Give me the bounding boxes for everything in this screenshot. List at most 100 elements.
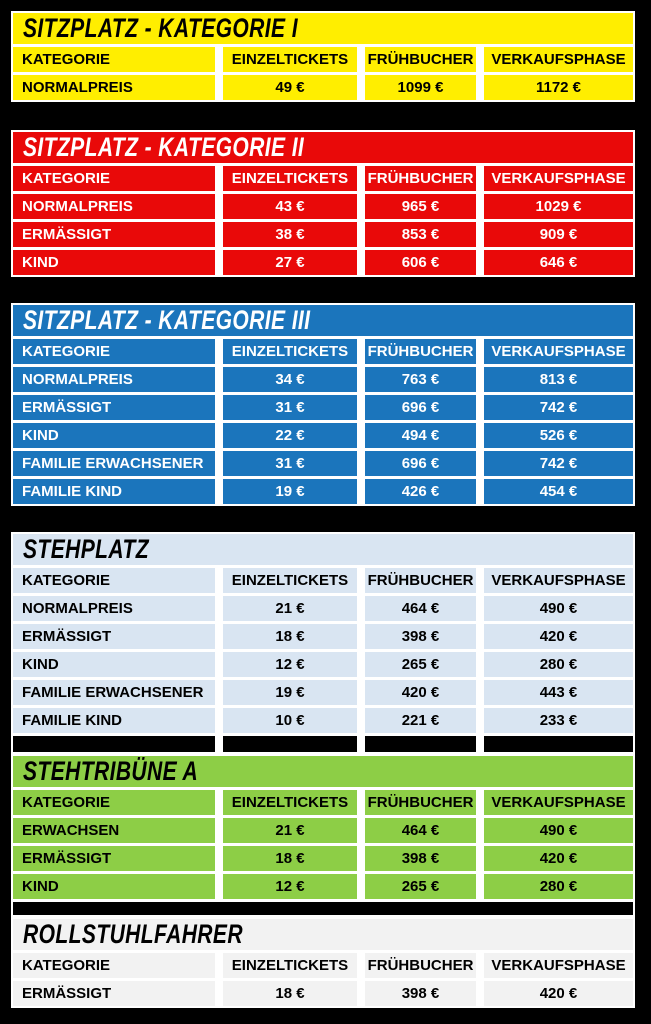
- row-label: KIND: [13, 874, 215, 899]
- row-label: ERMÄSSIGT: [13, 624, 215, 649]
- column-header-verkaufsphase: VERKAUFSPHASE: [484, 47, 633, 72]
- column-header-verkaufsphase: VERKAUFSPHASE: [484, 568, 633, 593]
- separator-band: [11, 277, 635, 303]
- column-header-einzeltickets: EINZELTICKETS: [223, 166, 357, 191]
- row-label: FAMILIE KIND: [13, 708, 215, 733]
- price-value: 464 €: [365, 596, 476, 621]
- section-title: SITZPLATZ - KATEGORIE III: [13, 305, 633, 336]
- price-value: 398 €: [365, 624, 476, 649]
- column-header-einzeltickets: EINZELTICKETS: [223, 953, 357, 978]
- price-value: 696 €: [365, 395, 476, 420]
- price-value: 10 €: [223, 708, 357, 733]
- row-label: ERMÄSSIGT: [13, 222, 215, 247]
- price-value: 34 €: [223, 367, 357, 392]
- column-header-kategorie: KATEGORIE: [13, 568, 215, 593]
- price-table-sitzplatz-kategorie-2: SITZPLATZ - KATEGORIE II KATEGORIE EINZE…: [11, 130, 635, 277]
- price-value: 526 €: [484, 423, 633, 448]
- price-value: 27 €: [223, 250, 357, 275]
- price-value: 265 €: [365, 874, 476, 899]
- price-value: 12 €: [223, 874, 357, 899]
- section-title: STEHTRIBÜNE A: [13, 756, 633, 787]
- price-value: 965 €: [365, 194, 476, 219]
- price-value: 43 €: [223, 194, 357, 219]
- price-value: 21 €: [223, 818, 357, 843]
- price-value: 763 €: [365, 367, 476, 392]
- row-label: FAMILIE ERWACHSENER: [13, 451, 215, 476]
- price-value: 420 €: [484, 846, 633, 871]
- price-table-rollstuhlfahrer: ROLLSTUHLFAHRER KATEGORIE EINZELTICKETS …: [11, 917, 635, 1008]
- row-label: KIND: [13, 423, 215, 448]
- price-value: 420 €: [484, 624, 633, 649]
- price-table-stehtribuene-a: STEHTRIBÜNE A KATEGORIE EINZELTICKETS FR…: [11, 754, 635, 917]
- price-value: 233 €: [484, 708, 633, 733]
- row-label: ERMÄSSIGT: [13, 395, 215, 420]
- price-value: 742 €: [484, 451, 633, 476]
- price-value: 426 €: [365, 479, 476, 504]
- price-value: 490 €: [484, 818, 633, 843]
- column-header-fruehbucher: FRÜHBUCHER: [365, 166, 476, 191]
- price-value: 18 €: [223, 981, 357, 1006]
- separator-cell: [484, 736, 633, 752]
- section-title: SITZPLATZ - KATEGORIE II: [13, 132, 633, 163]
- price-value: 1029 €: [484, 194, 633, 219]
- price-value: 18 €: [223, 846, 357, 871]
- column-header-einzeltickets: EINZELTICKETS: [223, 339, 357, 364]
- section-title: STEHPLATZ: [13, 534, 633, 565]
- price-table-sitzplatz-kategorie-1: SITZPLATZ - KATEGORIE I KATEGORIE EINZEL…: [11, 11, 635, 102]
- price-value: 454 €: [484, 479, 633, 504]
- column-header-kategorie: KATEGORIE: [13, 790, 215, 815]
- price-value: 221 €: [365, 708, 476, 733]
- price-value: 494 €: [365, 423, 476, 448]
- column-header-kategorie: KATEGORIE: [13, 339, 215, 364]
- column-header-fruehbucher: FRÜHBUCHER: [365, 339, 476, 364]
- row-label: NORMALPREIS: [13, 194, 215, 219]
- row-label: KIND: [13, 250, 215, 275]
- row-label: ERWACHSEN: [13, 818, 215, 843]
- price-value: 19 €: [223, 680, 357, 705]
- price-value: 696 €: [365, 451, 476, 476]
- column-header-kategorie: KATEGORIE: [13, 166, 215, 191]
- price-value: 606 €: [365, 250, 476, 275]
- price-value: 1099 €: [365, 75, 476, 100]
- price-value: 464 €: [365, 818, 476, 843]
- price-value: 21 €: [223, 596, 357, 621]
- price-value: 813 €: [484, 367, 633, 392]
- column-header-kategorie: KATEGORIE: [13, 953, 215, 978]
- column-header-einzeltickets: EINZELTICKETS: [223, 790, 357, 815]
- price-value: 398 €: [365, 981, 476, 1006]
- price-value: 1172 €: [484, 75, 633, 100]
- row-label: FAMILIE KIND: [13, 479, 215, 504]
- column-header-verkaufsphase: VERKAUFSPHASE: [484, 166, 633, 191]
- column-header-einzeltickets: EINZELTICKETS: [223, 568, 357, 593]
- price-value: 31 €: [223, 451, 357, 476]
- price-value: 646 €: [484, 250, 633, 275]
- separator-cell: [13, 736, 215, 752]
- column-header-fruehbucher: FRÜHBUCHER: [365, 953, 476, 978]
- section-title: SITZPLATZ - KATEGORIE I: [13, 13, 633, 44]
- separator-row: [13, 902, 633, 915]
- price-value: 49 €: [223, 75, 357, 100]
- row-label: FAMILIE ERWACHSENER: [13, 680, 215, 705]
- price-value: 18 €: [223, 624, 357, 649]
- price-table-sitzplatz-kategorie-3: SITZPLATZ - KATEGORIE III KATEGORIE EINZ…: [11, 303, 635, 506]
- price-value: 31 €: [223, 395, 357, 420]
- column-header-kategorie: KATEGORIE: [13, 47, 215, 72]
- price-value: 280 €: [484, 652, 633, 677]
- section-title: ROLLSTUHLFAHRER: [13, 919, 633, 950]
- price-table-stehplatz: STEHPLATZ KATEGORIE EINZELTICKETS FRÜHBU…: [11, 532, 635, 754]
- price-value: 19 €: [223, 479, 357, 504]
- column-header-fruehbucher: FRÜHBUCHER: [365, 568, 476, 593]
- price-value: 38 €: [223, 222, 357, 247]
- price-value: 398 €: [365, 846, 476, 871]
- price-value: 909 €: [484, 222, 633, 247]
- column-header-verkaufsphase: VERKAUFSPHASE: [484, 339, 633, 364]
- separator-cell: [223, 736, 357, 752]
- row-label: ERMÄSSIGT: [13, 846, 215, 871]
- separator-band: [11, 506, 635, 532]
- row-label: ERMÄSSIGT: [13, 981, 215, 1006]
- price-value: 443 €: [484, 680, 633, 705]
- column-header-verkaufsphase: VERKAUFSPHASE: [484, 790, 633, 815]
- price-value: 420 €: [365, 680, 476, 705]
- price-value: 22 €: [223, 423, 357, 448]
